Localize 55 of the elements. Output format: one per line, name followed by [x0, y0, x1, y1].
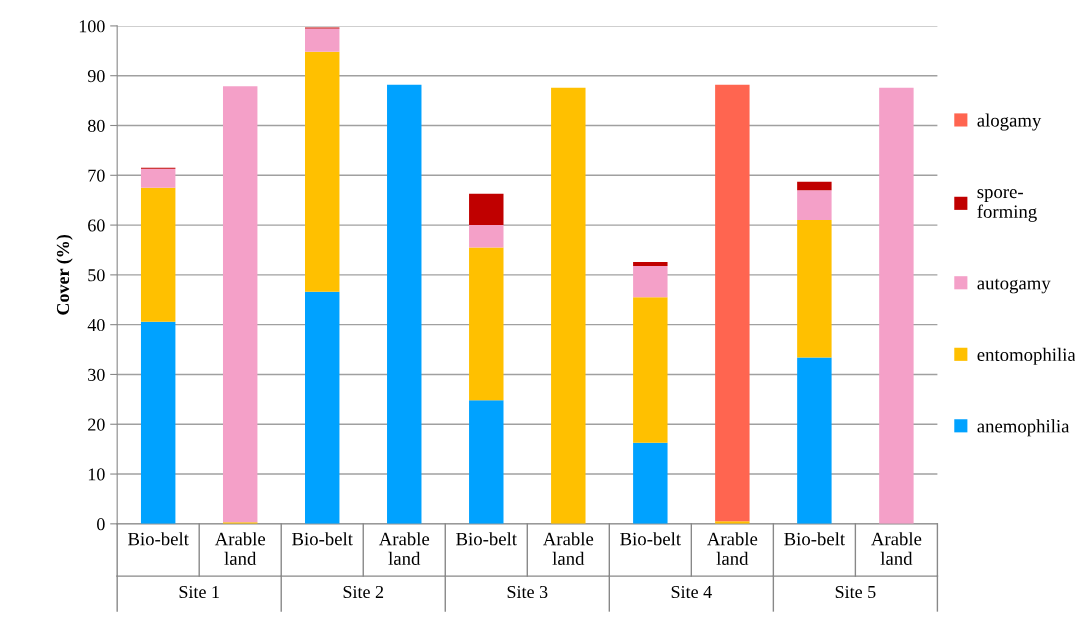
y-tick-label: 100 [79, 20, 105, 33]
x-tick-label: Arable land [542, 532, 594, 565]
text: Site 4 [671, 585, 712, 599]
bar [305, 51, 340, 292]
bar [879, 87, 914, 524]
legend-label: entomophilia [977, 347, 1075, 365]
bar [140, 187, 176, 322]
bar [469, 225, 504, 248]
text: Site 1 [179, 585, 219, 599]
x-tick-label: Bio-belt [292, 532, 353, 546]
bar [715, 84, 750, 522]
y-tick-label: 20 [88, 418, 105, 431]
bar [469, 400, 504, 524]
x-tick-label: Bio-belt [784, 532, 845, 546]
y-tick-label: 70 [88, 169, 105, 182]
legend-label: autogamy [977, 278, 1051, 294]
text: Site 2 [343, 585, 384, 599]
bar [551, 87, 586, 524]
legend-label: spore- forming [977, 189, 1037, 222]
x-tick-label: Arable land [378, 532, 430, 565]
y-tick-label: 10 [88, 468, 105, 481]
bar [633, 442, 668, 524]
bar [633, 261, 668, 266]
bar [633, 297, 668, 443]
bar [305, 291, 340, 524]
x-tick-label: Arable land [707, 532, 758, 565]
y-tick-label: 80 [88, 119, 105, 132]
bar [797, 220, 832, 358]
bar [797, 181, 832, 191]
bar [305, 28, 340, 52]
y-tick-label: 60 [88, 219, 105, 232]
x-tick-label: Bio-belt [620, 532, 681, 546]
legend-label: alogamy [977, 113, 1042, 131]
bar [633, 265, 668, 298]
bar [797, 357, 832, 524]
bar [469, 193, 504, 226]
x-tick-label: Bio-belt [128, 532, 189, 546]
bar [387, 84, 422, 524]
text: Site 3 [507, 585, 548, 599]
text: Site 5 [835, 585, 876, 599]
bar [140, 321, 176, 524]
bar [222, 86, 258, 523]
x-tick-label: Bio-belt [456, 532, 517, 546]
y-tick-label: 40 [87, 318, 105, 332]
bar [140, 168, 176, 188]
x-tick-label: Arable land [214, 532, 266, 565]
x-tick-label: Arable land [871, 532, 922, 565]
y-tick-label: 0 [97, 518, 105, 531]
y-tick-label: 90 [87, 69, 105, 83]
y-tick-label: 50 [88, 269, 105, 282]
bar [797, 190, 832, 221]
legend-label: anemophilia [977, 419, 1070, 437]
y-axis-title: Cover (%) [56, 234, 73, 315]
bar [469, 247, 504, 401]
y-tick-label: 30 [88, 368, 105, 381]
